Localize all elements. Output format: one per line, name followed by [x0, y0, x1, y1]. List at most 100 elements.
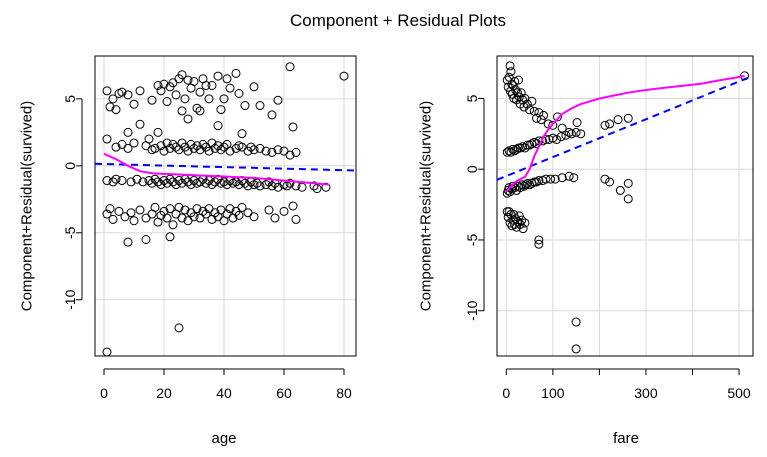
data-point — [600, 174, 610, 184]
figure-title: Component + Residual Plots — [290, 11, 506, 30]
data-point — [195, 145, 205, 155]
data-point — [548, 133, 558, 143]
data-point — [216, 145, 226, 155]
data-point — [213, 121, 223, 131]
data-point — [135, 86, 145, 96]
data-point — [249, 82, 259, 92]
x-axis-label: age — [211, 430, 236, 447]
data-point — [557, 123, 567, 133]
data-point — [514, 211, 524, 221]
data-point — [210, 143, 220, 153]
data-point — [147, 95, 157, 105]
data-point — [505, 61, 515, 71]
data-point — [204, 94, 214, 104]
data-point — [571, 344, 581, 354]
data-point — [561, 130, 571, 140]
data-point — [312, 184, 322, 194]
data-point — [144, 176, 154, 186]
data-point — [183, 114, 193, 124]
data-point — [102, 86, 112, 96]
data-point — [150, 202, 160, 212]
data-point — [141, 141, 151, 151]
data-point — [201, 178, 211, 188]
data-point — [198, 206, 208, 216]
x-tick-label: 80 — [336, 385, 352, 401]
data-point — [529, 177, 539, 187]
data-point — [123, 237, 133, 247]
data-point — [273, 182, 283, 192]
data-point — [201, 80, 211, 90]
data-point — [520, 143, 530, 153]
data-point — [177, 213, 187, 223]
data-point — [285, 62, 295, 72]
x-tick-label: 0 — [502, 385, 510, 401]
data-point — [159, 146, 169, 156]
data-point — [117, 176, 127, 186]
data-point — [216, 105, 226, 115]
data-point — [237, 142, 247, 152]
data-point — [339, 71, 349, 81]
data-point — [192, 103, 202, 113]
data-point — [120, 212, 130, 222]
data-point — [569, 173, 579, 183]
data-point — [180, 94, 190, 104]
data-point — [279, 206, 289, 216]
data-point — [282, 181, 292, 191]
data-point — [129, 99, 139, 109]
data-point — [532, 177, 542, 187]
data-point — [534, 235, 544, 245]
data-point — [285, 178, 295, 188]
data-point — [174, 323, 184, 333]
data-point — [225, 83, 235, 93]
age-panel: 0 20 40 60 80 5 0 -5 -10 age Component+Residual(su… — [19, 55, 357, 447]
data-point — [168, 220, 178, 230]
data-point — [605, 119, 615, 129]
data-point — [150, 143, 160, 153]
data-point — [225, 204, 235, 214]
data-point — [291, 214, 301, 224]
data-point — [255, 143, 265, 153]
data-point — [141, 213, 151, 223]
y-tick-label: -5 — [464, 234, 480, 247]
data-point — [249, 212, 259, 222]
data-point — [123, 143, 133, 153]
smooth-fit-line — [505, 74, 745, 193]
y-tick-label: 5 — [62, 95, 78, 103]
data-point — [165, 174, 175, 184]
data-point — [108, 177, 118, 187]
data-point — [572, 118, 582, 128]
data-point — [153, 127, 163, 137]
data-point — [512, 88, 522, 98]
x-tick-label: 60 — [276, 385, 292, 401]
data-point — [135, 119, 145, 129]
data-point — [111, 105, 121, 115]
data-point — [605, 177, 615, 187]
data-point — [249, 145, 259, 155]
data-point — [240, 101, 250, 111]
data-point — [548, 120, 558, 130]
data-point — [219, 177, 229, 187]
linear-fit-line — [496, 74, 754, 181]
data-point — [521, 180, 531, 190]
data-point — [168, 139, 178, 149]
x-tick-label: 300 — [634, 385, 658, 401]
data-point — [219, 94, 229, 104]
data-point — [504, 207, 514, 217]
data-point — [564, 171, 574, 181]
data-point — [520, 218, 530, 228]
data-point — [246, 142, 256, 152]
data-point — [510, 219, 520, 229]
data-point — [240, 178, 250, 188]
data-point — [571, 317, 581, 327]
data-point — [108, 94, 118, 104]
x-axis-label: fare — [613, 430, 639, 447]
data-point — [162, 97, 172, 107]
data-point — [177, 70, 187, 80]
data-point — [174, 202, 184, 212]
data-point — [165, 204, 175, 214]
data-point — [506, 147, 516, 157]
data-point — [237, 202, 247, 212]
data-point — [539, 110, 549, 120]
data-point — [252, 178, 262, 188]
data-point — [550, 174, 560, 184]
